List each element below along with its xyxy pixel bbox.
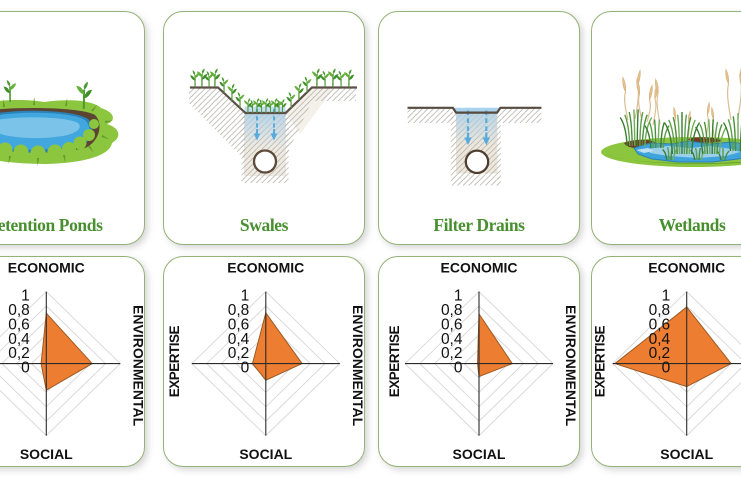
svg-text:EXPERTISE: EXPERTISE [387, 325, 402, 397]
svg-text:0: 0 [454, 360, 463, 377]
svg-text:1: 1 [21, 288, 30, 305]
svg-text:0,2: 0,2 [228, 345, 250, 362]
svg-text:0,2: 0,2 [649, 345, 671, 362]
svg-text:0: 0 [662, 360, 671, 377]
svg-text:0,6: 0,6 [8, 316, 30, 333]
svg-text:ENVIRONMENTAL: ENVIRONMENTAL [563, 305, 579, 427]
svg-text:0,6: 0,6 [649, 316, 671, 333]
svg-text:0,2: 0,2 [441, 345, 463, 362]
svg-text:0,6: 0,6 [441, 316, 463, 333]
svg-text:0,8: 0,8 [441, 302, 463, 319]
svg-text:ECONOMIC: ECONOMIC [441, 260, 518, 276]
svg-text:1: 1 [454, 288, 463, 305]
svg-text:EXPERTISE: EXPERTISE [593, 325, 608, 397]
svg-text:0,4: 0,4 [228, 331, 250, 348]
svg-text:0,8: 0,8 [8, 302, 30, 319]
svg-text:0,4: 0,4 [8, 331, 30, 348]
svg-text:SOCIAL: SOCIAL [239, 446, 292, 462]
svg-text:0: 0 [21, 360, 30, 377]
svg-text:ENVIRONMENTAL: ENVIRONMENTAL [350, 305, 364, 427]
svg-text:0,8: 0,8 [649, 302, 671, 319]
svg-text:ENVIRONMENTAL: ENVIRONMENTAL [130, 305, 144, 427]
svg-text:0,2: 0,2 [8, 345, 30, 362]
svg-text:ECONOMIC: ECONOMIC [8, 260, 85, 276]
svg-text:0,4: 0,4 [649, 331, 671, 348]
svg-text:ECONOMIC: ECONOMIC [227, 260, 304, 276]
svg-text:0: 0 [241, 360, 250, 377]
svg-text:0,6: 0,6 [228, 316, 250, 333]
svg-text:ECONOMIC: ECONOMIC [648, 260, 725, 276]
svg-text:EXPERTISE: EXPERTISE [167, 325, 182, 397]
svg-text:SOCIAL: SOCIAL [453, 446, 506, 462]
svg-text:0,4: 0,4 [441, 331, 463, 348]
svg-text:1: 1 [241, 288, 250, 305]
svg-text:SOCIAL: SOCIAL [660, 446, 713, 462]
svg-text:1: 1 [662, 288, 671, 305]
svg-text:SOCIAL: SOCIAL [20, 446, 73, 462]
svg-text:0,8: 0,8 [228, 302, 250, 319]
